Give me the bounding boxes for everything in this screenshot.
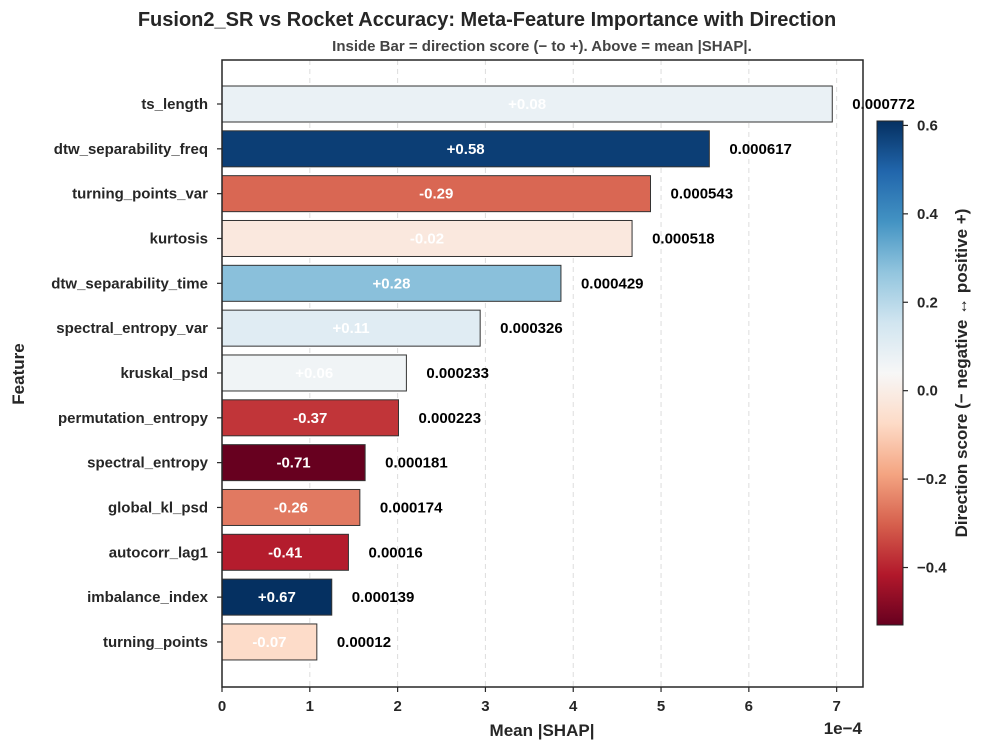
- colorbar-gradient: [876, 120, 904, 626]
- value-label: 0.000617: [729, 141, 792, 158]
- bar-spectral_entropy: [221, 444, 366, 482]
- colorbar-tick-label: −0.4: [917, 560, 947, 577]
- direction-label: +0.28: [372, 275, 410, 292]
- y-axis: ts_length dtw_separability_freq turning_po…: [51, 96, 222, 651]
- value-label: 0.000181: [385, 455, 448, 472]
- x-tick-label: 0: [218, 698, 226, 715]
- direction-label: +0.06: [295, 365, 333, 382]
- value-label: 0.000223: [418, 410, 481, 427]
- x-axis: 0 1 2 3 4 5 6 7: [218, 687, 841, 715]
- value-label: 0.000772: [852, 96, 915, 113]
- value-label: 0.000233: [426, 365, 489, 382]
- colorbar-label: Direction score (− negative ↔ positive +…: [952, 209, 971, 538]
- value-label: 0.000518: [652, 230, 715, 247]
- bar-permutation_entropy: [221, 399, 399, 437]
- direction-label: -0.37: [293, 410, 327, 427]
- colorbar: −0.4 −0.2 0.0 0.2 0.4 0.6: [876, 117, 947, 626]
- bar-global_kl_psd: [221, 488, 361, 526]
- chart-subtitle: Inside Bar = direction score (− to +). A…: [332, 38, 752, 55]
- y-tick-label: kurtosis: [150, 230, 208, 247]
- value-label: 0.00016: [368, 544, 422, 561]
- y-tick-label: autocorr_lag1: [109, 544, 208, 561]
- y-tick-label: turning_points: [103, 634, 208, 651]
- direction-label: -0.29: [419, 186, 453, 203]
- y-tick-label: dtw_separability_freq: [54, 141, 208, 158]
- direction-label: -0.71: [276, 455, 310, 472]
- value-label: 0.000174: [380, 499, 443, 516]
- x-tick-label: 1: [306, 698, 314, 715]
- direction-label: -0.41: [268, 544, 302, 561]
- direction-label: +0.11: [333, 320, 370, 337]
- bar-dtw_separability_freq: [221, 130, 710, 168]
- direction-label: +0.58: [447, 141, 485, 158]
- bars-group: +0.08 0.000772 +0.58 0.000617 -0.29 0.000543 -…: [221, 85, 915, 661]
- colorbar-tick-label: −0.2: [917, 471, 947, 488]
- x-tick-label: 7: [832, 698, 840, 715]
- colorbar-tick-label: 0.6: [917, 117, 938, 134]
- x-axis-label: Mean |SHAP|: [490, 721, 595, 740]
- direction-label: -0.02: [410, 230, 444, 247]
- y-tick-label: kruskal_psd: [120, 365, 208, 382]
- value-label: 0.000139: [352, 589, 415, 606]
- x-scale-label: 1e−4: [824, 719, 863, 738]
- x-tick-label: 5: [657, 698, 665, 715]
- value-label: 0.000429: [581, 275, 644, 292]
- bar-kruskal_psd: [221, 354, 407, 392]
- bar-kurtosis: [221, 219, 633, 257]
- value-label: 0.00012: [337, 634, 391, 651]
- value-label: 0.000326: [500, 320, 563, 337]
- direction-label: +0.67: [258, 589, 296, 606]
- chart-title: Fusion2_SR vs Rocket Accuracy: Meta-Feat…: [138, 9, 836, 31]
- x-tick-label: 4: [569, 698, 578, 715]
- direction-label: -0.26: [274, 499, 308, 516]
- y-tick-label: spectral_entropy: [87, 455, 209, 472]
- direction-label: -0.07: [252, 634, 286, 651]
- x-tick-label: 6: [745, 698, 753, 715]
- bar-turning_points_var: [221, 175, 652, 213]
- bar-spectral_entropy_var: [221, 309, 481, 347]
- bar-autocorr_lag1: [221, 533, 349, 571]
- y-tick-label: ts_length: [141, 96, 208, 113]
- colorbar-tick-label: 0.0: [917, 383, 938, 400]
- x-tick-label: 3: [481, 698, 489, 715]
- bar-imbalance_index: [221, 578, 333, 616]
- y-tick-label: spectral_entropy_var: [56, 320, 208, 337]
- y-tick-label: global_kl_psd: [108, 499, 208, 516]
- colorbar-tick-label: 0.4: [917, 206, 939, 223]
- direction-label: +0.08: [508, 96, 546, 113]
- y-tick-label: dtw_separability_time: [51, 275, 208, 292]
- colorbar-tick-label: 0.2: [917, 294, 938, 311]
- y-tick-label: permutation_entropy: [58, 410, 209, 427]
- x-tick-label: 2: [393, 698, 401, 715]
- y-tick-label: turning_points_var: [72, 186, 208, 203]
- y-tick-label: imbalance_index: [87, 589, 209, 606]
- value-label: 0.000543: [671, 186, 734, 203]
- y-axis-label: Feature: [9, 343, 28, 404]
